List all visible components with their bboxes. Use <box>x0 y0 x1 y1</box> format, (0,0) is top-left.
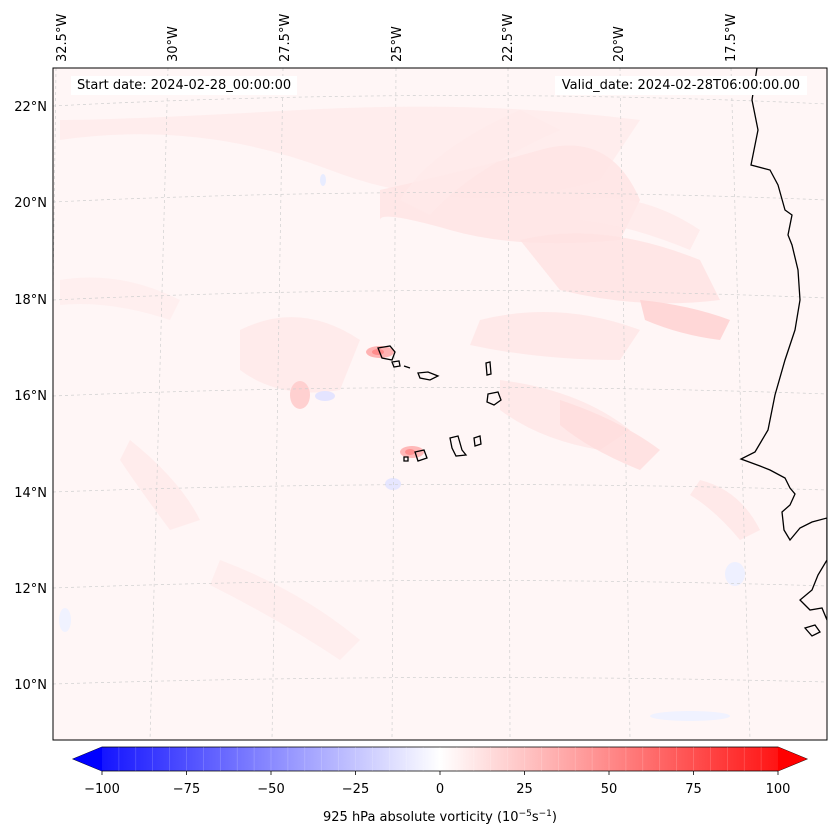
africa-coastline <box>739 68 827 621</box>
lon-label: 22.5°W <box>501 14 516 62</box>
island-sao-vicente <box>391 360 401 368</box>
island-santiago <box>449 435 468 457</box>
lat-label: 10°N <box>14 678 47 693</box>
colorbar-tick-label: −100 <box>84 782 120 797</box>
lat-label: 12°N <box>14 582 47 597</box>
latitude-labels: 22°N 20°N 18°N 16°N 14°N 12°N 10°N <box>14 100 47 693</box>
island-bissagos <box>803 624 821 637</box>
island-maio <box>473 435 482 447</box>
longitude-labels: 32.5°W 30°W 27.5°W 25°W 22.5°W 20°W 17.5… <box>55 14 739 62</box>
colorbar-tick-label: −75 <box>173 782 200 797</box>
colorbar-tick-label: 75 <box>685 782 702 797</box>
colorbar-label-end: ) <box>552 810 557 825</box>
lat-label: 22°N <box>14 100 47 115</box>
colorbar-label-text: 925 hPa absolute vorticity (10 <box>323 810 519 825</box>
colorbar-max-extend <box>778 747 807 771</box>
lon-label: 25°W <box>390 26 405 62</box>
lon-label: 20°W <box>612 26 627 62</box>
valid-date-label: Valid_date: 2024-02-28T06:00:00.00 <box>554 76 807 95</box>
colorbar-tick-label: 0 <box>436 782 444 797</box>
lat-label: 14°N <box>14 486 47 501</box>
colorbar-label-mid: s <box>532 810 539 825</box>
colorbar-tick-label: 25 <box>516 782 533 797</box>
colorbar-ticks: −100 −75 −50 −25 0 25 50 75 100 <box>84 747 790 797</box>
island-fogo <box>414 449 428 462</box>
colorbar-tick-label: −25 <box>342 782 369 797</box>
colorbar-tick-label: 50 <box>601 782 618 797</box>
colorbar-label: 925 hPa absolute vorticity (10−5s−1) <box>323 809 557 825</box>
colorbar-label-exp2: −1 <box>539 809 552 819</box>
colorbar-min-extend <box>73 747 102 771</box>
gridlines <box>53 68 827 740</box>
island-boa-vista <box>486 391 502 406</box>
island-sao-nicolau <box>417 371 440 381</box>
lon-label: 17.5°W <box>724 14 739 62</box>
colorbar-tick-label: −50 <box>257 782 284 797</box>
lon-label: 32.5°W <box>55 14 70 62</box>
island-brava <box>403 456 409 462</box>
map-frame <box>52 67 828 741</box>
lat-label: 18°N <box>14 293 47 308</box>
lat-label: 16°N <box>14 389 47 404</box>
lon-label: 30°W <box>166 26 181 62</box>
island-sal <box>485 361 492 376</box>
colorbar-label-exp1: −5 <box>519 809 532 819</box>
coastline <box>377 68 827 637</box>
island-santo-antao <box>377 345 396 361</box>
lat-label: 20°N <box>14 196 47 211</box>
vorticity-field <box>59 106 760 721</box>
lon-label: 27.5°W <box>278 14 293 62</box>
start-date-label: Start date: 2024-02-28_00:00:00 <box>71 76 298 95</box>
colorbar: −100 −75 −50 −25 0 25 50 75 100 <box>71 746 809 797</box>
colorbar-tick-label: 100 <box>766 782 791 797</box>
